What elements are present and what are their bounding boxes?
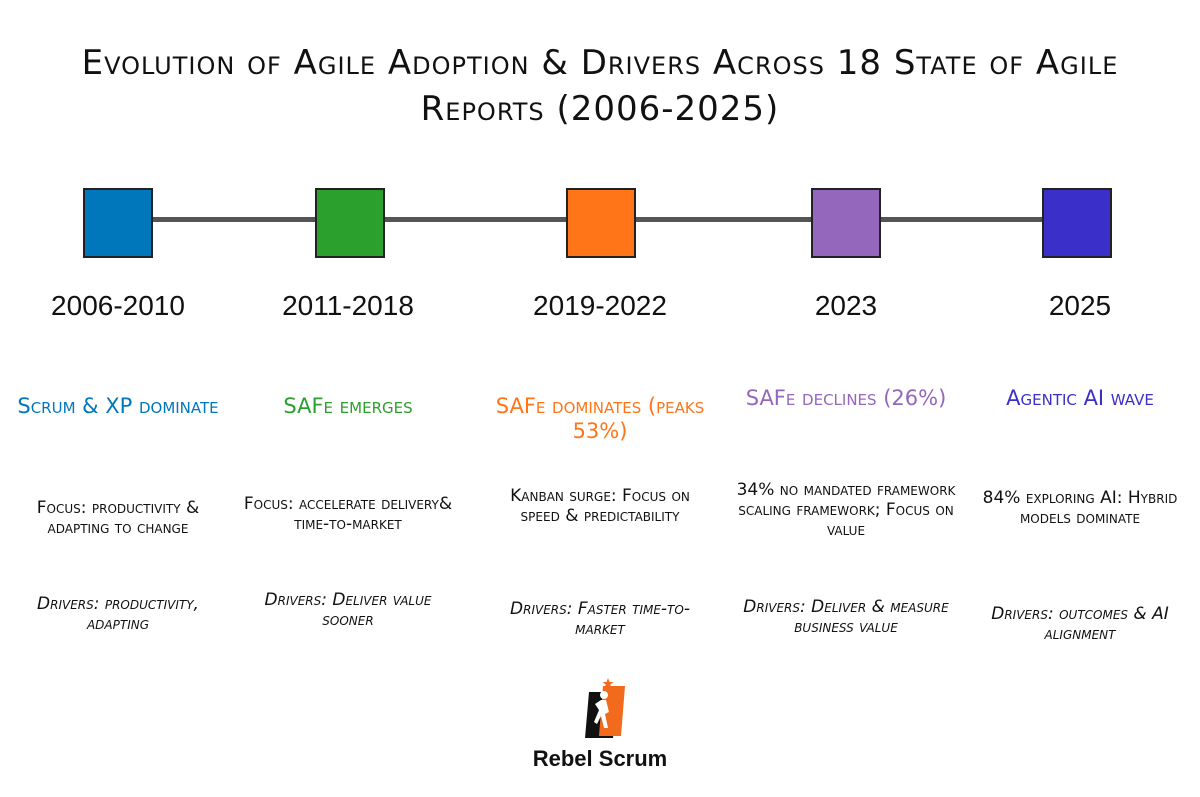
era-drivers: Drivers: Deliver & measure business valu…	[743, 597, 949, 637]
era-focus: Focus: productivity & adapting to change	[36, 498, 200, 538]
era-column-2019-2022: 2019-2022 SAFe dominates (peaks 53%) Kan…	[490, 0, 710, 797]
era-column-2025: 2025 Agentic AI wave 84% exploring AI: H…	[970, 0, 1190, 797]
era-period: 2006-2010	[51, 290, 185, 321]
era-headline: Scrum & XP dominate	[17, 394, 219, 418]
era-marker	[1042, 188, 1112, 258]
era-headline: Agentic AI wave	[1006, 386, 1154, 410]
era-focus: Kanban surge: Focus on speed & predictab…	[510, 486, 690, 526]
era-focus: 84% exploring AI: Hybrid models dominate	[982, 488, 1178, 528]
era-column-2023: 2023 SAFe declines (26%) 34% no mandated…	[736, 0, 956, 797]
logo-text: Rebel Scrum	[532, 746, 668, 771]
era-headline: SAFe emerges	[283, 394, 413, 418]
era-drivers: Drivers: Deliver value sooner	[264, 590, 432, 630]
era-period: 2011-2018	[282, 290, 414, 321]
era-period: 2023	[814, 290, 878, 321]
era-period: 2019-2022	[533, 290, 667, 321]
era-headline: SAFe declines (26%)	[745, 386, 947, 410]
era-focus: 34% no mandated framework scaling framew…	[736, 480, 956, 540]
era-focus: Focus: accelerate delivery& time-to-mark…	[243, 494, 453, 534]
diagram-title: Evolution of Agile Adoption & Drivers Ac…	[81, 43, 1119, 129]
era-headline: SAFe dominates (peaks 53%)	[495, 394, 705, 443]
era-marker	[315, 188, 385, 258]
era-column-2011-2018: 2011-2018 SAFe emerges Focus: accelerate…	[238, 0, 458, 797]
era-marker	[811, 188, 881, 258]
era-drivers: Drivers: productivity, adapting	[37, 594, 199, 634]
rebel-scrum-logo: Rebel Scrum	[520, 678, 680, 778]
era-period: 2025	[1048, 290, 1112, 321]
era-drivers: Drivers: outcomes & AI alignment	[991, 604, 1169, 644]
era-drivers: Drivers: Faster time-to-market	[510, 599, 690, 639]
era-marker	[83, 188, 153, 258]
era-marker	[566, 188, 636, 258]
rebel-scrum-logo-icon	[585, 678, 625, 738]
era-column-2006-2010: 2006-2010 Scrum & XP dominate Focus: pro…	[8, 0, 228, 797]
